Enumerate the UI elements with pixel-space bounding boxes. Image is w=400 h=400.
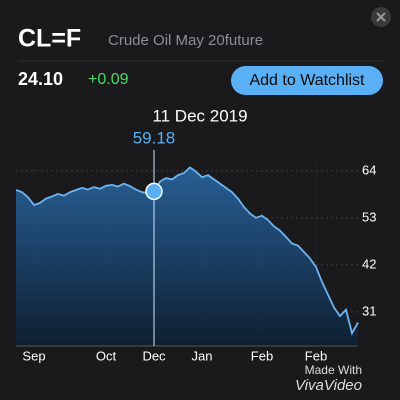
close-icon: [376, 12, 386, 22]
instrument-name: Crude Oil May 20future: [108, 32, 263, 49]
x-tick-label: Jan: [192, 348, 213, 363]
x-tick-label: Feb: [251, 348, 273, 363]
y-tick-label: 31: [362, 303, 376, 318]
price: 24.10: [18, 69, 63, 89]
y-tick-label: 42: [362, 256, 376, 271]
area: [16, 167, 358, 346]
crosshair-date: 11 Dec 2019: [152, 106, 247, 125]
chart: 64 53 42 31 Sep Oct Dec Jan Feb Feb 11 Dec 2019 59.…: [15, 106, 376, 363]
x-tick-label: Dec: [142, 348, 166, 363]
crosshair-value: 59.18: [133, 128, 176, 147]
watermark: VivaVideo: [295, 377, 362, 394]
crosshair-point: [145, 182, 163, 201]
watchlist-button-label: Add to Watchlist: [249, 72, 365, 89]
y-tick-label: 53: [362, 209, 376, 224]
x-tick-label: Feb: [305, 348, 327, 363]
x-tick-label: Sep: [22, 348, 45, 363]
line: [15, 166, 359, 336]
change: +0.09: [88, 71, 129, 88]
symbol: CL=F: [18, 25, 81, 53]
watermark: Made With: [305, 363, 362, 377]
x-tick-label: Oct: [96, 348, 117, 363]
watchlist-button[interactable]: [231, 66, 383, 95]
y-tick-label: 64: [362, 162, 376, 177]
